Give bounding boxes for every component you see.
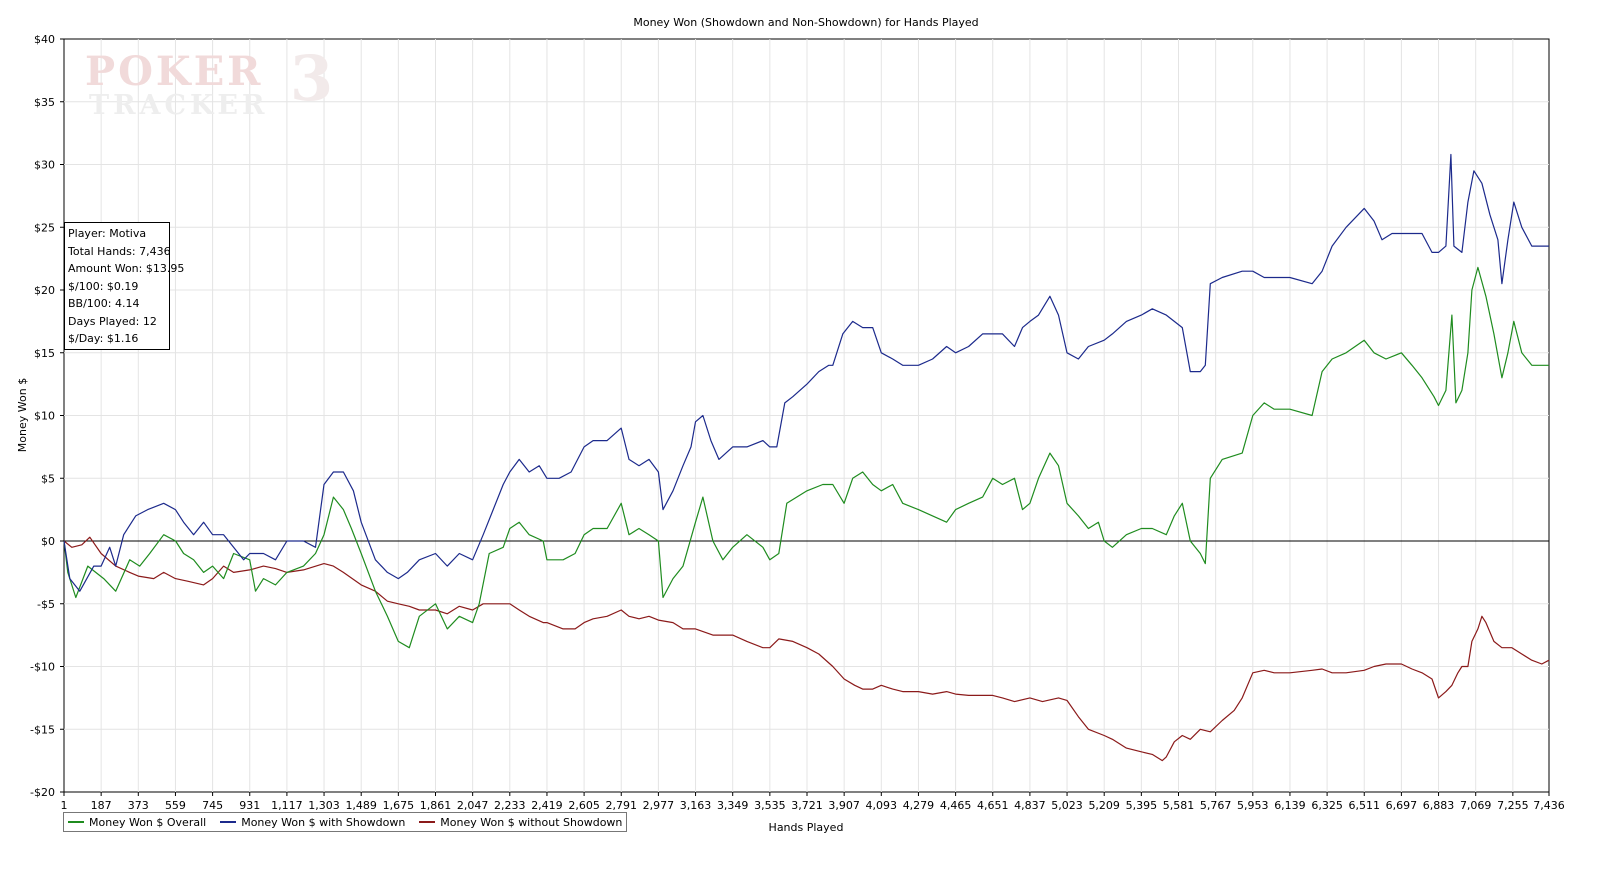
chart-legend: Money Won $ Overall Money Won $ with Sho… — [63, 812, 628, 832]
x-tick-label: 2,977 — [643, 799, 675, 812]
x-tick-label: 1,675 — [383, 799, 415, 812]
x-tick-label: 559 — [165, 799, 186, 812]
stats-total-hands: Total Hands: 7,436 — [68, 244, 171, 258]
y-tick-label: $25 — [34, 221, 55, 234]
x-tick-label: 5,395 — [1126, 799, 1158, 812]
y-tick-label: $5 — [41, 472, 55, 485]
legend-label-with-showdown: Money Won $ with Showdown — [241, 815, 406, 829]
watermark-line-1: POKER — [85, 48, 264, 95]
x-tick-label: 6,139 — [1274, 799, 1306, 812]
x-tick-label: 1,489 — [345, 799, 377, 812]
series-group — [63, 153, 1550, 762]
y-tick-label: $35 — [34, 96, 55, 109]
x-tick-label: 7,069 — [1460, 799, 1492, 812]
pokertracker-watermark-logo: POKER TRACKER 3 — [85, 48, 333, 121]
y-tick-label: $20 — [34, 284, 55, 297]
y-tick-label: -$10 — [30, 661, 55, 674]
x-tick-label: 7,255 — [1497, 799, 1529, 812]
x-tick-label: 4,837 — [1014, 799, 1046, 812]
stats-player: Player: Motiva — [68, 227, 147, 240]
x-tick-label: 2,233 — [494, 799, 526, 812]
x-tick-label: 3,535 — [754, 799, 786, 812]
y-tick-label: $15 — [34, 347, 55, 360]
x-tick-label: 3,163 — [680, 799, 712, 812]
x-tick-label: 3,907 — [828, 799, 860, 812]
x-tick-label: 2,419 — [531, 799, 563, 812]
y-axis-ticks: -$20 -$15 -$10 -$5 $0 $5 $10 $15 $20 $25 $30 $35 $40 — [30, 33, 64, 799]
x-axis-ticks: 1 187 373 559 745 931 1,117 1,303 1,489 1,675 1,86… — [61, 792, 1565, 812]
y-tick-label: -$5 — [37, 598, 55, 611]
x-tick-label: 745 — [202, 799, 223, 812]
legend-label-overall: Money Won $ Overall — [89, 815, 207, 829]
stats-days-played: Days Played: 12 — [68, 314, 157, 328]
x-tick-label: 1,117 — [271, 799, 303, 812]
watermark-line-2: TRACKER — [89, 90, 269, 121]
x-tick-label: 5,767 — [1200, 799, 1232, 812]
legend-label-without-showdown: Money Won $ without Showdown — [440, 815, 623, 829]
y-tick-label: $30 — [34, 159, 55, 172]
legend-item-overall: Money Won $ Overall — [68, 816, 206, 829]
x-tick-label: 6,697 — [1386, 799, 1418, 812]
y-tick-label: $10 — [34, 410, 55, 423]
x-tick-label: 3,721 — [791, 799, 823, 812]
stats-bb-per-100: BB/100: 4.14 — [68, 297, 140, 310]
stats-dollars-per-day: $/Day: $1.16 — [68, 332, 139, 345]
x-tick-label: 4,279 — [903, 799, 935, 812]
legend-item-with-showdown: Money Won $ with Showdown — [220, 816, 405, 829]
y-tick-label: -$20 — [30, 786, 55, 799]
y-tick-label: $0 — [41, 535, 55, 548]
x-tick-label: 6,325 — [1311, 799, 1343, 812]
y-tick-label: -$15 — [30, 723, 55, 736]
chart-title: Money Won (Showdown and Non-Showdown) fo… — [633, 16, 978, 29]
x-tick-label: 1,861 — [420, 799, 452, 812]
x-tick-label: 7,436 — [1533, 799, 1565, 812]
stats-amount-won: Amount Won: $13.95 — [68, 262, 185, 275]
x-tick-label: 5,209 — [1088, 799, 1120, 812]
legend-item-without-showdown: Money Won $ without Showdown — [419, 816, 622, 829]
series-line-overall — [63, 266, 1549, 649]
y-tick-label: $40 — [34, 33, 55, 46]
stats-dollars-per-100: $/100: $0.19 — [68, 279, 139, 293]
series-line-with-showdown — [63, 153, 1549, 592]
x-tick-label: 2,791 — [605, 799, 637, 812]
x-tick-label: 2,047 — [457, 799, 489, 812]
x-tick-label: 5,023 — [1051, 799, 1083, 812]
x-tick-label: 2,605 — [568, 799, 600, 812]
legend-swatch-without-showdown — [419, 821, 436, 823]
x-tick-label: 1,303 — [308, 799, 340, 812]
x-tick-label: 3,349 — [717, 799, 749, 812]
watermark-mark: 3 — [290, 42, 334, 115]
x-tick-label: 4,465 — [940, 799, 972, 812]
x-tick-label: 6,883 — [1423, 799, 1455, 812]
x-tick-label: 4,651 — [977, 799, 1009, 812]
player-stats-box: Player: Motiva Total Hands: 7,436 Amount… — [64, 222, 185, 350]
x-tick-label: 4,093 — [866, 799, 898, 812]
x-tick-label: 1 — [61, 799, 68, 812]
legend-swatch-with-showdown — [220, 821, 237, 823]
x-tick-label: 5,581 — [1163, 799, 1195, 812]
x-tick-label: 187 — [91, 799, 112, 812]
series-line-without-showdown — [63, 536, 1550, 762]
x-axis-label: Hands Played — [769, 821, 844, 834]
x-tick-label: 931 — [239, 799, 260, 812]
x-tick-label: 5,953 — [1237, 799, 1269, 812]
legend-swatch-overall — [68, 821, 84, 823]
x-tick-label: 6,511 — [1348, 799, 1380, 812]
y-axis-label: Money Won $ — [16, 378, 29, 452]
x-tick-label: 373 — [128, 799, 149, 812]
